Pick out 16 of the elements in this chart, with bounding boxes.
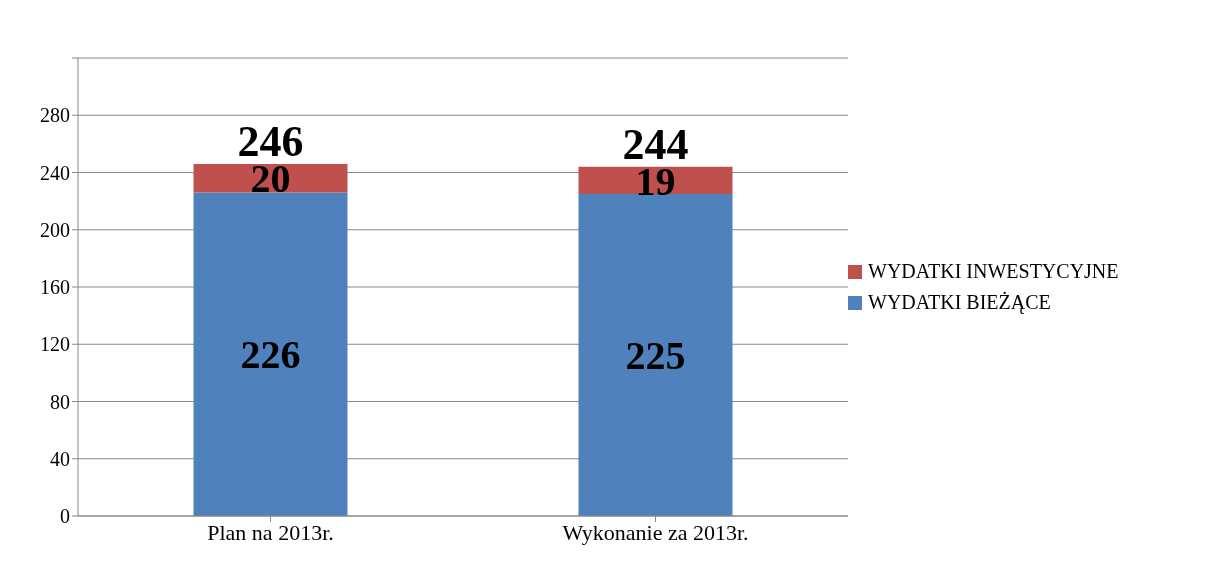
y-tick-label: 120 <box>40 333 70 356</box>
data-label: 225 <box>625 333 686 379</box>
y-tick-label: 200 <box>40 218 70 241</box>
legend-label: WYDATKI INWESTYCYJNE <box>868 260 1119 283</box>
data-label: 226 <box>240 332 301 378</box>
y-tick-label: 0 <box>60 505 70 528</box>
bar <box>193 192 348 516</box>
y-tick-label: 160 <box>40 276 70 299</box>
y-tick-label: 280 <box>40 104 70 127</box>
x-tick-label: Wykonanie za 2013r. <box>562 519 749 545</box>
y-tick-label: 240 <box>40 161 70 184</box>
y-tick-label: 80 <box>50 390 70 413</box>
bar <box>578 193 733 516</box>
legend-label: WYDATKI BIEŻĄCE <box>868 291 1051 314</box>
x-tick-label: Plan na 2013r. <box>207 519 334 545</box>
y-tick-label: 40 <box>50 447 70 470</box>
